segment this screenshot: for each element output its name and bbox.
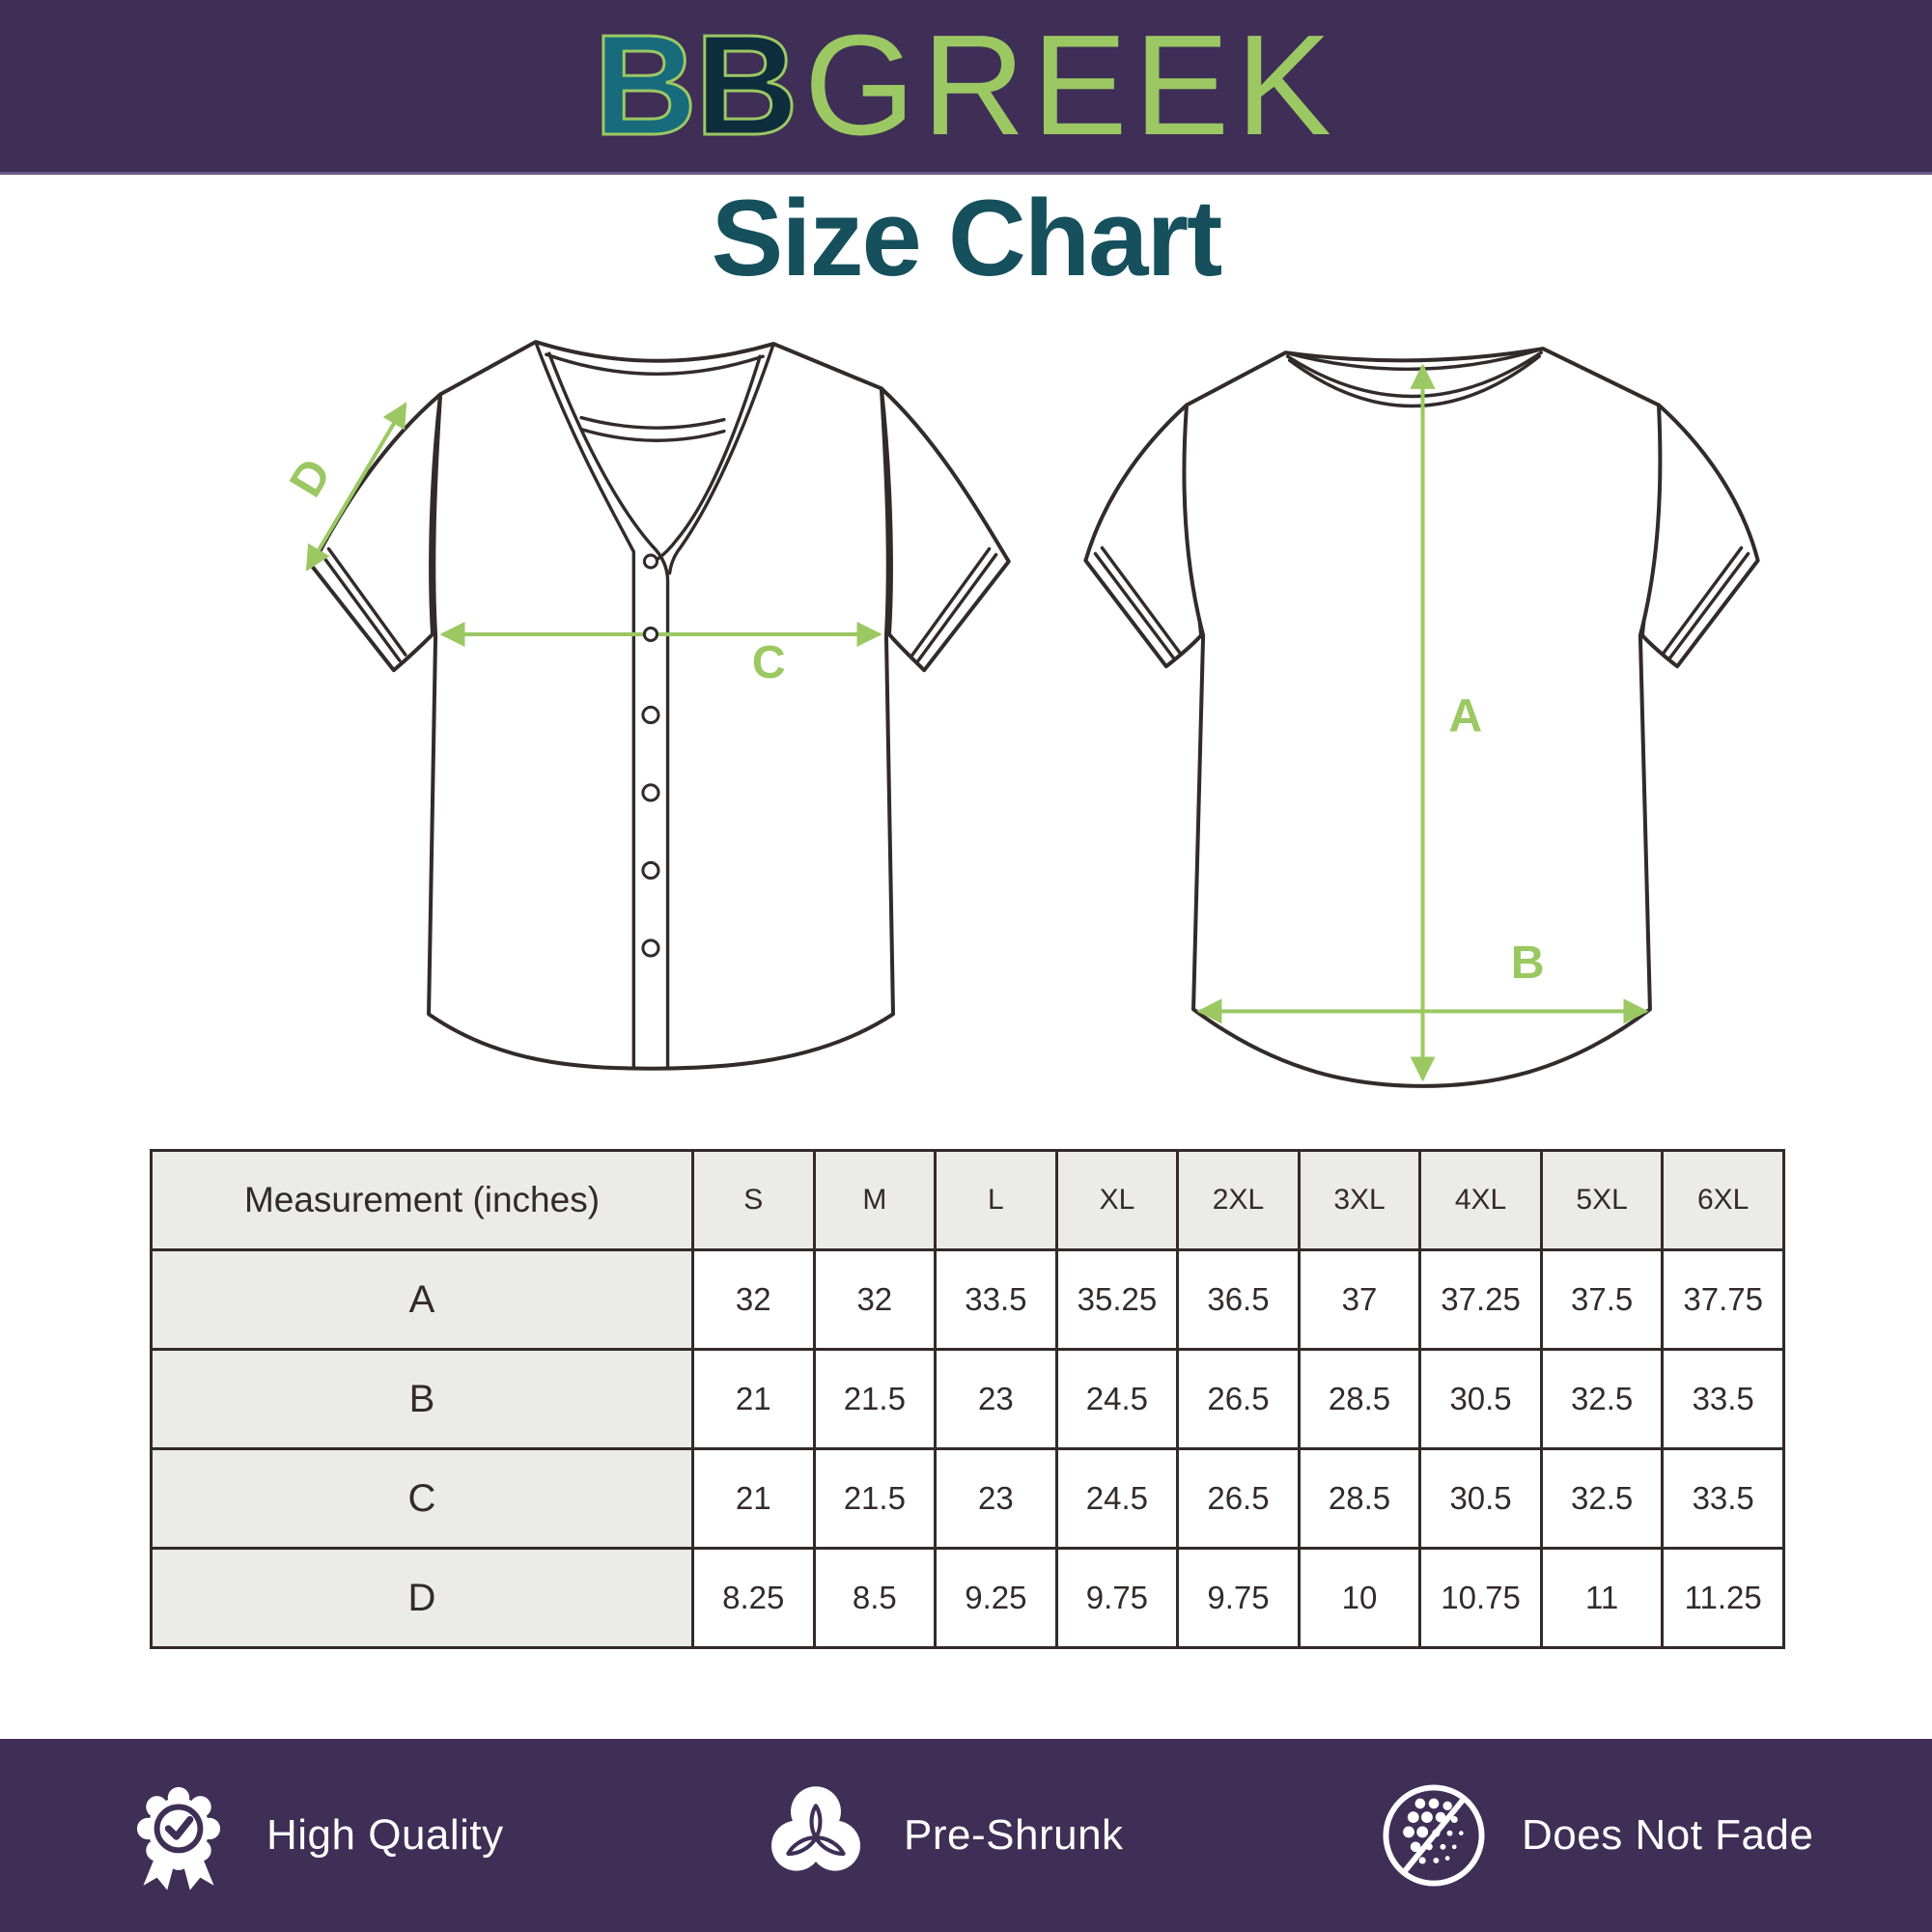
size-header-cell: XL <box>1054 1149 1180 1251</box>
size-value-cell: 21 <box>691 1447 816 1550</box>
measurement-header-cell: Measurement (inches) <box>150 1149 694 1251</box>
size-table-row: D 8.25 8.5 9.25 9.75 9.75 10 10.75 11 11.25 <box>150 1547 1785 1649</box>
size-value-cell: 11.25 <box>1661 1547 1785 1649</box>
size-value-cell: 28.5 <box>1297 1348 1422 1450</box>
size-table-row: C 21 21.5 23 24.5 26.5 28.5 30.5 32.5 33.5 <box>150 1447 1785 1550</box>
features-banner: High Quality Pre-Shrunk <box>0 1739 1932 1932</box>
size-value-cell: 36.5 <box>1176 1248 1301 1351</box>
bb-greek-logo: B B GREEK <box>593 6 1338 165</box>
size-header-cell: 3XL <box>1297 1149 1422 1251</box>
size-value-cell: 10.75 <box>1418 1547 1543 1649</box>
size-value-cell: 26.5 <box>1176 1447 1301 1550</box>
measure-label-c: C <box>752 636 786 688</box>
feature-does-not-fade: Does Not Fade <box>1377 1739 1813 1932</box>
size-chart-table: Measurement (inches) S M L XL 2XL 3XL 4XL 5XL 6XL… <box>150 1149 1785 1649</box>
size-value-cell: 32.5 <box>1539 1348 1665 1450</box>
size-header-cell: 5XL <box>1539 1149 1665 1251</box>
size-value-cell: 32 <box>691 1248 816 1351</box>
size-value-cell: 21 <box>691 1348 816 1450</box>
logo-letter-b1: B <box>593 6 699 165</box>
measure-label-d: D <box>285 450 342 506</box>
pre-shrunk-circles-icon <box>770 1786 861 1871</box>
size-value-cell: 24.5 <box>1054 1447 1180 1550</box>
size-value-cell: 23 <box>934 1447 1058 1550</box>
size-header-cell: M <box>812 1149 938 1251</box>
size-table-header-row: Measurement (inches) S M L XL 2XL 3XL 4XL 5XL 6XL <box>150 1149 1785 1251</box>
logo-greek-text: GREEK <box>803 6 1338 165</box>
size-table-body: A 32 32 33.5 35.25 36.5 37 37.25 37.5 37.75 B 21 21.… <box>150 1248 1785 1649</box>
feature-label: Pre-Shrunk <box>904 1811 1124 1859</box>
measure-arrow-d <box>305 402 407 572</box>
feature-high-quality: High Quality <box>122 1739 504 1932</box>
size-header-cell: 6XL <box>1661 1149 1785 1251</box>
size-value-cell: 8.25 <box>691 1547 816 1649</box>
page-title: Size Chart <box>711 178 1223 298</box>
size-value-cell: 33.5 <box>1661 1447 1785 1550</box>
no-fade-icon <box>1383 1784 1485 1887</box>
measure-label-a: A <box>1448 690 1482 742</box>
front-jersey-diagram: C D <box>285 340 1011 1071</box>
size-value-cell: 24.5 <box>1054 1348 1180 1450</box>
front-right-sleeve <box>879 386 1011 673</box>
measure-label-b: B <box>1511 937 1545 989</box>
size-table-row: A 32 32 33.5 35.25 36.5 37 37.25 37.5 37.75 <box>150 1248 1785 1351</box>
measurement-row-label: B <box>150 1348 694 1450</box>
size-value-cell: 28.5 <box>1297 1447 1422 1550</box>
feature-pre-shrunk: Pre-Shrunk <box>759 1739 1124 1932</box>
measurement-row-label: C <box>150 1447 694 1550</box>
measurement-row-label: D <box>150 1547 694 1649</box>
size-value-cell: 32.5 <box>1539 1447 1665 1550</box>
size-value-cell: 33.5 <box>1661 1348 1785 1450</box>
size-value-cell: 21.5 <box>812 1348 938 1450</box>
brand-banner: B B GREEK <box>0 0 1932 175</box>
size-value-cell: 9.75 <box>1054 1547 1180 1649</box>
size-value-cell: 8.5 <box>812 1547 938 1649</box>
size-value-cell: 37.5 <box>1539 1248 1665 1351</box>
size-value-cell: 26.5 <box>1176 1348 1301 1450</box>
medal-check-icon <box>136 1786 221 1890</box>
size-value-cell: 23 <box>934 1348 1058 1450</box>
size-value-cell: 37.75 <box>1661 1248 1785 1351</box>
size-value-cell: 35.25 <box>1054 1248 1180 1351</box>
size-header-cell: L <box>934 1149 1058 1251</box>
back-jersey-diagram: A B <box>1083 347 1760 1088</box>
size-value-cell: 21.5 <box>812 1447 938 1550</box>
size-value-cell: 30.5 <box>1418 1348 1543 1450</box>
measurement-row-label: A <box>150 1248 694 1351</box>
size-header-cell: S <box>691 1149 816 1251</box>
size-value-cell: 37 <box>1297 1248 1422 1351</box>
size-value-cell: 30.5 <box>1418 1447 1543 1550</box>
size-value-cell: 9.75 <box>1176 1547 1301 1649</box>
size-value-cell: 9.25 <box>934 1547 1058 1649</box>
logo-letter-b2: B <box>693 6 799 165</box>
feature-label: High Quality <box>266 1811 504 1859</box>
size-header-cell: 4XL <box>1418 1149 1543 1251</box>
feature-label: Does Not Fade <box>1522 1811 1814 1859</box>
size-value-cell: 10 <box>1297 1547 1422 1649</box>
size-table-row: B 21 21.5 23 24.5 26.5 28.5 30.5 32.5 33.5 <box>150 1348 1785 1450</box>
size-value-cell: 32 <box>812 1248 938 1351</box>
size-header-cell: 2XL <box>1176 1149 1301 1251</box>
size-value-cell: 37.25 <box>1418 1248 1543 1351</box>
size-value-cell: 33.5 <box>934 1248 1058 1351</box>
front-body <box>427 340 896 1071</box>
size-value-cell: 11 <box>1539 1547 1665 1649</box>
